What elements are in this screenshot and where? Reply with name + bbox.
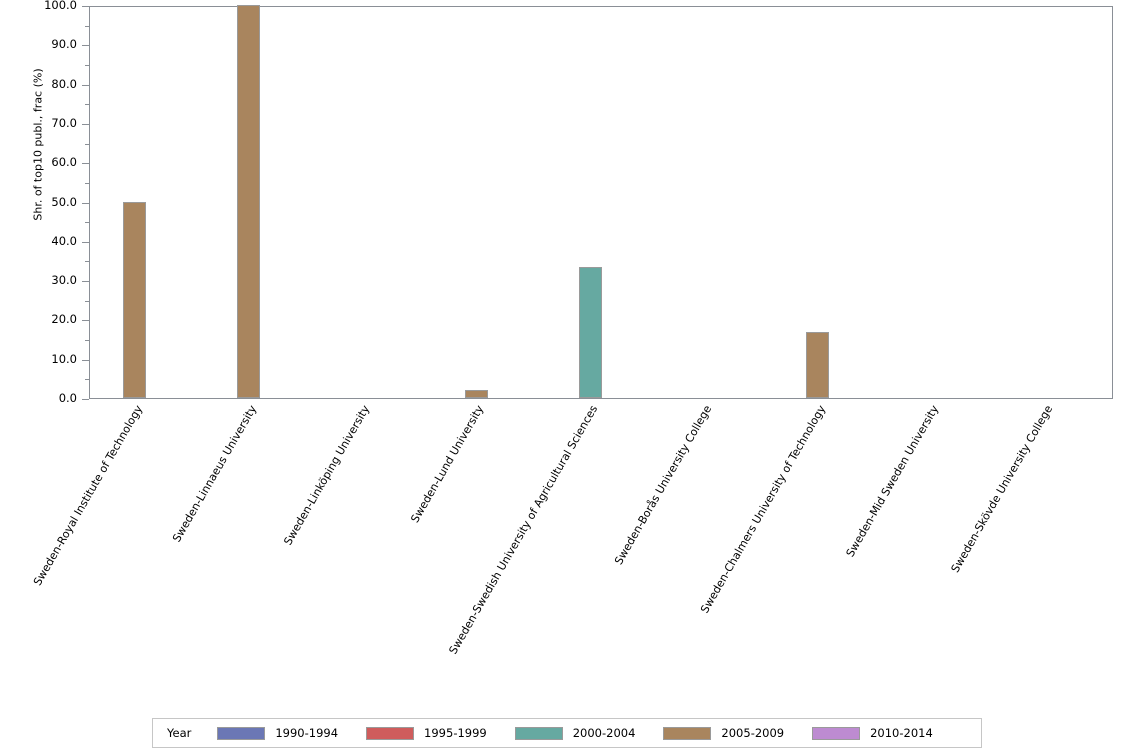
y-axis-tick-label: 80.0	[51, 76, 77, 91]
bar	[578, 267, 602, 398]
legend-label: 2005-2009	[721, 726, 785, 740]
y-axis-minor-tick-mark	[85, 182, 89, 184]
y-axis-tick-mark	[82, 241, 89, 243]
bar	[123, 201, 147, 398]
y-axis-tick-mark	[82, 281, 89, 283]
y-axis-tick-label: 50.0	[51, 194, 77, 209]
y-axis-tick-mark	[82, 202, 89, 204]
y-axis-tick-label: 30.0	[51, 273, 77, 288]
legend-swatch	[812, 726, 861, 740]
y-axis-tick-mark	[82, 359, 89, 361]
legend-title: Year	[167, 726, 192, 740]
x-axis-tick-label: Sweden-Linköping University	[281, 403, 373, 548]
legend-entry[interactable]: 1995-1999	[366, 726, 487, 740]
legend-entry[interactable]: 2010-2014	[812, 726, 933, 740]
y-axis-minor-tick-mark	[85, 222, 89, 224]
y-axis-tick-mark	[82, 45, 89, 47]
plot-area	[89, 5, 1113, 399]
legend-label: 1990-1994	[275, 726, 339, 740]
y-axis-tick-mark	[82, 123, 89, 125]
y-axis-tick-label: 20.0	[51, 312, 77, 327]
bar	[806, 332, 830, 398]
y-axis-tick-mark	[82, 84, 89, 86]
legend: Year 1990-1994 1995-1999 2000-2004 2005-200…	[152, 718, 982, 748]
x-axis-tick-label: Sweden-Chalmers University of Technology	[697, 403, 828, 616]
legend-entry[interactable]: 2005-2009	[663, 726, 784, 740]
bar	[464, 390, 488, 398]
y-axis-tick-mark	[82, 399, 89, 400]
y-axis-tick-mark	[82, 163, 89, 165]
legend-label: 1995-1999	[424, 726, 487, 740]
y-axis-minor-tick-mark	[85, 104, 89, 106]
y-axis-minor-tick-mark	[85, 64, 89, 66]
x-axis-tick-label: Sweden-Swedish University of Agricultura…	[446, 403, 601, 657]
y-axis-tick-label: 70.0	[51, 115, 77, 130]
y-axis-minor-tick-mark	[85, 379, 89, 381]
legend-label: 2010-2014	[870, 726, 933, 740]
y-axis-tick-label: 10.0	[51, 351, 77, 366]
legend-entries: 1990-1994 1995-1999 2000-2004 2005-2009 2010…	[217, 726, 960, 740]
x-axis-tick-label: Sweden-Borås University College	[611, 403, 715, 567]
y-axis-label: Shr. of top10 publ., frac (%)	[31, 68, 45, 221]
x-axis-tick-label: Sweden-Linnaeus University	[169, 403, 259, 545]
legend-entry[interactable]: 2000-2004	[514, 726, 636, 740]
y-axis-tick-label: 60.0	[51, 155, 77, 170]
bar	[237, 5, 261, 398]
y-axis-tick-label: 0.0	[58, 391, 77, 405]
legend-swatch	[217, 726, 266, 740]
x-axis-tick-label: Sweden-Mid Sweden University	[843, 403, 942, 560]
legend-label: 2000-2004	[572, 726, 636, 740]
y-axis-tick-label: 90.0	[51, 37, 77, 52]
x-axis-tick-label: Sweden-Skövde University College	[948, 403, 1056, 575]
y-axis-tick-mark	[82, 320, 89, 322]
legend-swatch	[663, 726, 712, 740]
y-axis-tick-label: 100.0	[44, 0, 77, 12]
y-axis-minor-tick-mark	[85, 261, 89, 263]
y-axis-tick-label: 40.0	[51, 233, 77, 248]
y-axis-minor-tick-mark	[85, 340, 89, 342]
legend-swatch	[514, 726, 563, 740]
y-axis-tick-mark	[82, 6, 89, 7]
legend-entry[interactable]: 1990-1994	[217, 726, 338, 740]
y-axis-minor-tick-mark	[85, 300, 89, 302]
x-axis-tick-label: Sweden-Royal Institute of Technology	[30, 403, 146, 588]
legend-swatch	[366, 726, 415, 740]
y-axis-minor-tick-mark	[85, 25, 89, 27]
x-axis-tick-label: Sweden-Lund University	[408, 403, 487, 525]
y-axis-minor-tick-mark	[85, 143, 89, 145]
